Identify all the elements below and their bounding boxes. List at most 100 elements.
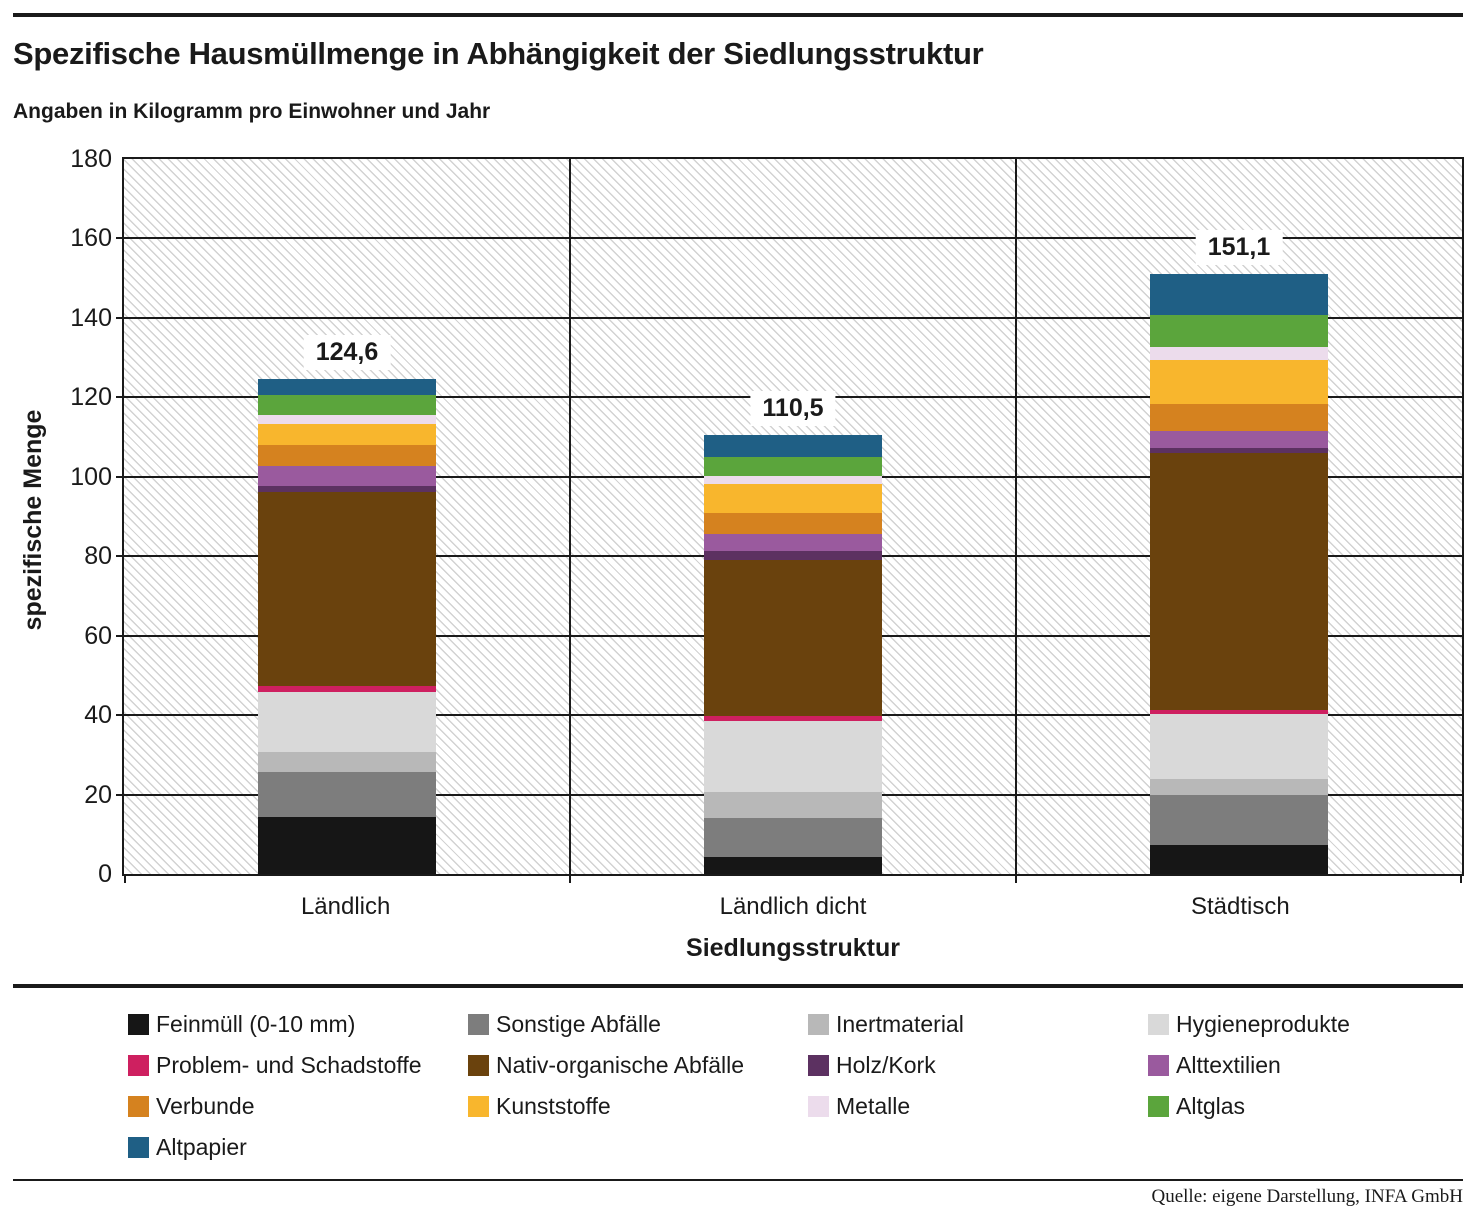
y-tick-label-180: 180 [70, 145, 112, 173]
x-axis-category-labels: Ländlich Ländlich dicht Städtisch [122, 893, 1464, 925]
legend-item: Feinmüll (0-10 mm) [128, 1004, 468, 1045]
bar-segment-Städtisch-Verbunde [1150, 404, 1328, 431]
legend-swatch-icon [808, 1055, 829, 1076]
y-tick-mark [116, 396, 124, 399]
legend-label: Feinmüll (0-10 mm) [156, 1011, 356, 1037]
y-tick-mark [116, 634, 124, 637]
category-divider [569, 159, 571, 883]
legend-label: Altglas [1176, 1093, 1246, 1119]
legend-label: Nativ-organische Abfälle [496, 1052, 745, 1078]
legend: Feinmüll (0-10 mm) Sonstige Abfälle Inertm… [128, 1004, 1472, 1168]
bar-segment-Ländlich-Holz/Kork [258, 486, 436, 493]
x-category-label: Städtisch [1190, 893, 1290, 920]
legend-separator-rule [13, 984, 1463, 988]
bar-segment-Städtisch-Hygieneprodukte [1150, 713, 1328, 780]
bar-segment-Ländlich dicht-Metalle [704, 476, 882, 485]
legend-label: Problem- und Schadstoffe [156, 1052, 422, 1078]
y-tick-mark [116, 237, 124, 240]
bar-segment-Städtisch-Inertmaterial [1150, 779, 1328, 795]
y-tick-label-160: 160 [70, 224, 112, 253]
bar-segment-Ländlich-Alttextilien [258, 466, 436, 487]
bar-segment-Städtisch-Holz/Kork [1150, 447, 1328, 453]
bar-segment-Ländlich-Altpapier [258, 379, 436, 395]
y-axis-tick-labels: 0 20 40 60 80 100 120 140 160 180 [0, 145, 112, 888]
legend-item: Metalle [808, 1086, 1148, 1127]
legend-swatch-icon [1148, 1014, 1169, 1035]
y-tick-label-140: 140 [70, 303, 112, 332]
legend-label: Alttextilien [1176, 1052, 1281, 1078]
bar-segment-Ländlich dicht-Verbunde [704, 513, 882, 535]
bar-segment-Ländlich dicht-Altglas [704, 456, 882, 476]
bar-segment-Ländlich-Hygieneprodukte [258, 692, 436, 753]
y-tick-label-0: 0 [98, 860, 112, 888]
y-tick-label-80: 80 [84, 542, 112, 571]
bar-segment-Ländlich dicht-Kunststoffe [704, 484, 882, 514]
x-category-label: Ländlich [300, 893, 391, 920]
legend-item: Sonstige Abfälle [468, 1004, 808, 1045]
legend-swatch-icon [128, 1055, 149, 1076]
y-tick-label-60: 60 [84, 621, 112, 650]
y-tick-mark [116, 555, 124, 558]
bar-segment-Städtisch-Sonstige Abfälle [1150, 794, 1328, 846]
bar-segment-Ländlich dicht-Altpapier [704, 435, 882, 457]
bar-segment-Ländlich-Sonstige Abfälle [258, 772, 436, 817]
legend-label: Altpapier [156, 1134, 247, 1160]
legend-item: Holz/Kork [808, 1045, 1148, 1086]
legend-label: Verbunde [156, 1093, 255, 1119]
y-tick-label-20: 20 [84, 780, 112, 809]
legend-swatch-icon [468, 1055, 489, 1076]
legend-item: Altglas [1148, 1086, 1476, 1127]
y-tick-label-100: 100 [70, 462, 112, 491]
y-tick-mark [116, 714, 124, 717]
bar-segment-Städtisch-Alttextilien [1150, 430, 1328, 448]
bar-segment-Ländlich dicht-Inertmaterial [704, 792, 882, 818]
bar-segment-Ländlich-Nativ-organische Abfälle [258, 492, 436, 686]
y-tick-mark [116, 316, 124, 319]
bar-segment-Städtisch-Altpapier [1150, 273, 1328, 316]
bar-total-label: 110,5 [750, 391, 836, 427]
x-axis-title: Siedlungsstruktur [686, 934, 900, 962]
bar-segment-Ländlich dicht-Sonstige Abfälle [704, 817, 882, 857]
y-tick-label-120: 120 [70, 383, 112, 412]
legend-item: Inertmaterial [808, 1004, 1148, 1045]
y-tick-mark [116, 475, 124, 478]
plot-area: 124,6 110,5 151,1 [116, 157, 1464, 883]
legend-item: Verbunde [128, 1086, 468, 1127]
bar-segment-Ländlich dicht-Feinmüll (0-10 mm) [704, 856, 882, 874]
bar-segment-Städtisch-Nativ-organische Abfälle [1150, 452, 1328, 711]
bar-segment-Städtisch-Problem- und Schadstoffe [1150, 710, 1328, 714]
legend-label: Metalle [836, 1093, 911, 1119]
legend-swatch-icon [468, 1096, 489, 1117]
source-credit: Quelle: eigene Darstellung, INFA GmbH [1151, 1186, 1464, 1207]
bar-total-label: 124,6 [303, 335, 391, 371]
bar-segment-Städtisch-Altglas [1150, 315, 1328, 348]
top-rule [13, 13, 1463, 17]
legend-swatch-icon [808, 1014, 829, 1035]
bar-segment-Ländlich dicht-Hygieneprodukte [704, 720, 882, 793]
gridline-140 [124, 316, 1462, 319]
bar-segment-Ländlich-Kunststoffe [258, 423, 436, 446]
legend-item: Altpapier [128, 1127, 468, 1168]
legend-item: Alttextilien [1148, 1045, 1476, 1086]
legend-swatch-icon [128, 1137, 149, 1158]
gridline-160 [124, 237, 1462, 240]
x-axis-edge-tick [1460, 874, 1462, 883]
bar-segment-Ländlich dicht-Alttextilien [704, 534, 882, 552]
y-tick-mark [116, 793, 124, 796]
legend-label: Sonstige Abfälle [496, 1011, 661, 1037]
bar-segment-Ländlich-Verbunde [258, 445, 436, 467]
legend-swatch-icon [128, 1096, 149, 1117]
bar-segment-Ländlich dicht-Problem- und Schadstoffe [704, 716, 882, 721]
x-category-label: Ländlich dicht [719, 893, 867, 920]
bar-segment-Städtisch-Kunststoffe [1150, 359, 1328, 405]
bar-segment-Ländlich dicht-Nativ-organische Abfälle [704, 560, 882, 717]
bar-segment-Ländlich-Inertmaterial [258, 752, 436, 773]
legend-label: Holz/Kork [836, 1052, 936, 1078]
bar-total-label: 151,1 [1195, 229, 1283, 265]
y-tick-label-40: 40 [84, 701, 112, 730]
page-title: Spezifische Hausmüllmenge in Abhängigkei… [13, 36, 984, 71]
x-axis-edge-tick [124, 874, 126, 883]
bar-segment-Ländlich-Altglas [258, 394, 436, 415]
bar-segment-Städtisch-Metalle [1150, 347, 1328, 360]
